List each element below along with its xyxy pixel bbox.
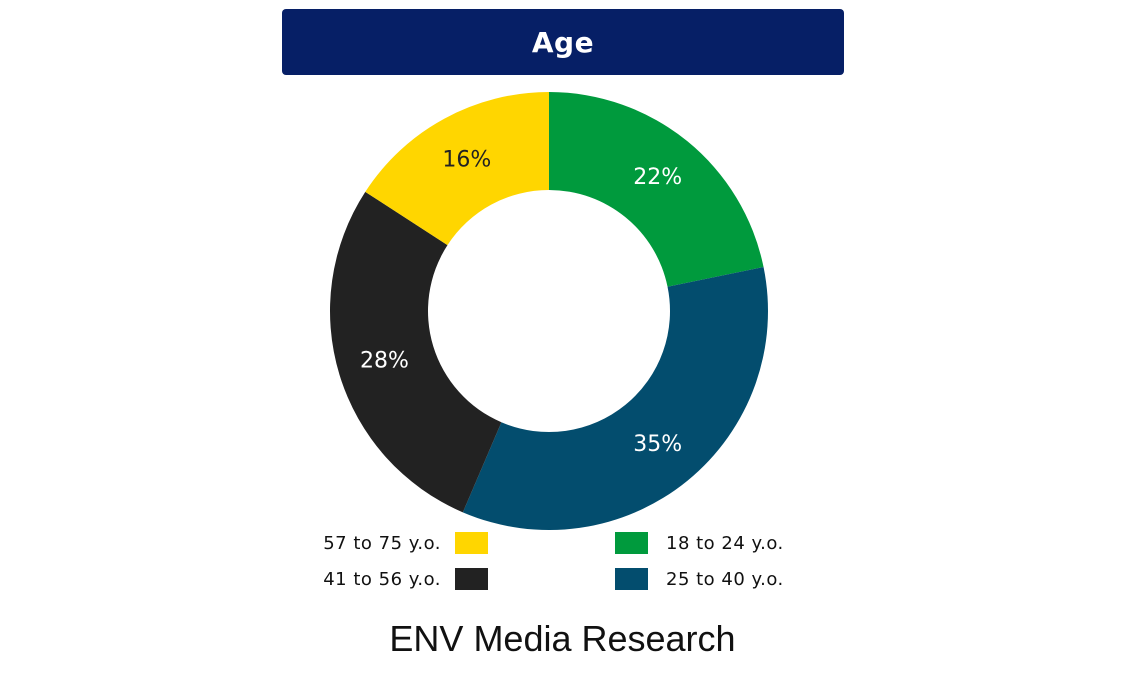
legend-item-25-40: 25 to 40 y.o.: [615, 568, 784, 590]
legend-label: 25 to 40 y.o.: [666, 568, 784, 590]
slice-value-label: 35%: [633, 432, 682, 457]
legend-swatch-green: [615, 532, 648, 554]
legend-swatch-yellow: [455, 532, 488, 554]
legend-label: 18 to 24 y.o.: [666, 532, 784, 554]
slice-value-label: 22%: [633, 165, 682, 190]
legend-label: 41 to 56 y.o.: [323, 568, 441, 590]
chart-title: Age: [531, 25, 595, 59]
legend-item-41-56: 41 to 56 y.o.: [250, 568, 488, 590]
donut-slice-18-24: [549, 92, 764, 287]
donut-slice-25-40: [462, 267, 768, 530]
legend-swatch-black: [455, 568, 488, 590]
donut-slice-41-56: [330, 191, 502, 513]
legend-label: 57 to 75 y.o.: [323, 532, 441, 554]
slice-value-label: 28%: [360, 349, 409, 374]
donut-slice-57-75: [365, 92, 549, 246]
slice-value-label: 16%: [442, 147, 491, 172]
legend-swatch-navy: [615, 568, 648, 590]
legend-item-57-75: 57 to 75 y.o.: [250, 532, 488, 554]
chart-title-bar: Age: [282, 9, 844, 75]
legend-item-18-24: 18 to 24 y.o.: [615, 532, 784, 554]
source-credit: ENV Media Research: [389, 618, 736, 659]
